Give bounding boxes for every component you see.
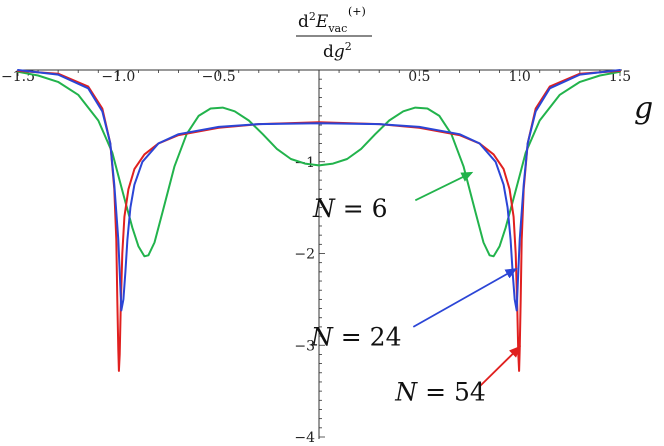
y-tick-label: −4 (294, 430, 315, 446)
series-line-n-24 (17, 69, 621, 312)
annotations: N = 6N = 24N = 54 (310, 171, 522, 406)
annotation-label-variable: N (312, 194, 336, 223)
annotation-arrow-n-54 (478, 345, 522, 388)
x-tick-label: 0.5 (408, 69, 430, 85)
svg-text:d2Evac: d2Evac (298, 10, 347, 35)
annotation-label-variable: N (394, 377, 418, 406)
svg-text:dg2: dg2 (323, 40, 352, 62)
annotation-label-variable: N (310, 322, 334, 351)
annotation-label-value: = 24 (333, 322, 402, 351)
y-tick-label: −2 (294, 247, 315, 263)
x-tick-label: −0.5 (202, 69, 236, 85)
axes: −1.5 −1.0 −0.5 0.5 1.0 1.5−1−2−3−4 (1, 69, 631, 446)
x-tick-label: −1.0 (101, 69, 135, 85)
y-axis-title-sup2: 2 (309, 10, 316, 23)
y-axis-title-sup: (+) (348, 5, 366, 18)
y-axis-title-sub: vac (327, 22, 347, 35)
annotation-arrow-n-6 (414, 171, 474, 202)
annotation-label-n-24: N = 24 (310, 322, 402, 351)
y-axis-title-E: E (315, 12, 329, 32)
y-tick-label: −3 (294, 338, 315, 354)
annotation-label-n-54: N = 54 (394, 377, 486, 406)
y-axis-title: d2Evac (+) dg2 (296, 5, 372, 62)
series-group (17, 69, 621, 372)
x-tick-label: 1.0 (509, 69, 531, 85)
annotation-label-value: = 54 (417, 377, 486, 406)
annotation-label-value: = 6 (335, 194, 388, 223)
y-axis-title-den-g: g (334, 42, 345, 62)
y-axis-title-den-d: d (323, 42, 334, 62)
annotation-label-n-6: N = 6 (312, 194, 388, 223)
x-axis-title: g (634, 91, 653, 126)
series-line-n-6 (17, 70, 621, 258)
y-axis-title-d: d (298, 12, 309, 32)
y-axis-title-den-sup2: 2 (345, 40, 352, 53)
annotation-arrow-n-24 (412, 268, 518, 328)
